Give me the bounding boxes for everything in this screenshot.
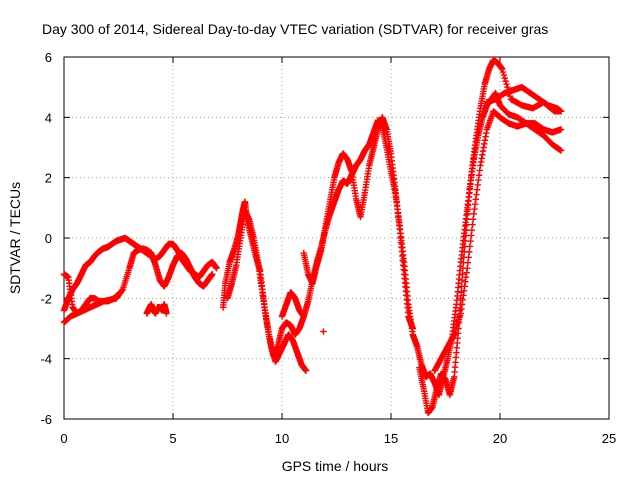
- grid: [64, 57, 609, 419]
- data-point: [469, 221, 476, 228]
- data-point: [557, 108, 565, 115]
- y-tick-label: -2: [40, 291, 52, 306]
- axis-ticks: 0 5 10 15 20 25 -6 -4 -2 0 2 4 6: [40, 50, 616, 446]
- series-arc-12: [483, 83, 565, 115]
- data-point: [467, 237, 474, 245]
- series-arc-4: [143, 301, 170, 317]
- data-point: [464, 259, 472, 266]
- data-point: [466, 243, 474, 250]
- data-point: [458, 277, 466, 284]
- data-point: [209, 271, 216, 278]
- data-point: [117, 289, 124, 296]
- data-point: [498, 65, 506, 73]
- y-tick-label: -4: [40, 352, 52, 367]
- data-point: [499, 68, 507, 76]
- y-tick-label: 6: [45, 50, 52, 65]
- data-point: [502, 77, 509, 85]
- data-point: [464, 264, 471, 272]
- data-point: [163, 310, 170, 317]
- data-point: [320, 328, 327, 335]
- data-point: [213, 264, 220, 272]
- series-arc-3: [60, 271, 124, 317]
- data-point: [469, 216, 477, 223]
- series-outlier: [320, 328, 327, 335]
- y-tick-label: 0: [45, 231, 52, 246]
- x-tick-label: 0: [60, 431, 67, 446]
- data-point: [409, 325, 416, 332]
- series-arc-2: [60, 245, 216, 326]
- x-tick-label: 5: [169, 431, 176, 446]
- x-tick-label: 10: [275, 431, 289, 446]
- data-point: [501, 74, 508, 82]
- series-arc-11: [431, 108, 565, 374]
- data-point: [557, 147, 565, 154]
- y-tick-label: 2: [45, 171, 52, 186]
- series-arc-6: [224, 207, 310, 374]
- data-point: [465, 254, 472, 261]
- y-tick-label: -6: [40, 412, 52, 427]
- x-tick-label: 20: [493, 431, 507, 446]
- x-axis-label: GPS time / hours: [282, 458, 389, 474]
- data-point: [503, 80, 510, 88]
- data-point: [468, 226, 476, 234]
- y-tick-label: 4: [45, 110, 52, 125]
- x-tick-label: 25: [602, 431, 616, 446]
- data-point: [302, 367, 310, 374]
- chart-title: Day 300 of 2014, Sidereal Day-to-day VTE…: [42, 21, 548, 37]
- series-arc-8: [300, 114, 416, 332]
- data-markers: [60, 56, 565, 417]
- y-axis-label: SDTVAR / TECUs: [7, 182, 23, 294]
- data-point: [468, 232, 475, 239]
- data-point: [500, 71, 508, 79]
- data-point: [557, 126, 565, 133]
- data-point: [466, 248, 473, 256]
- x-tick-label: 15: [384, 431, 398, 446]
- series-arc-5: [219, 198, 307, 359]
